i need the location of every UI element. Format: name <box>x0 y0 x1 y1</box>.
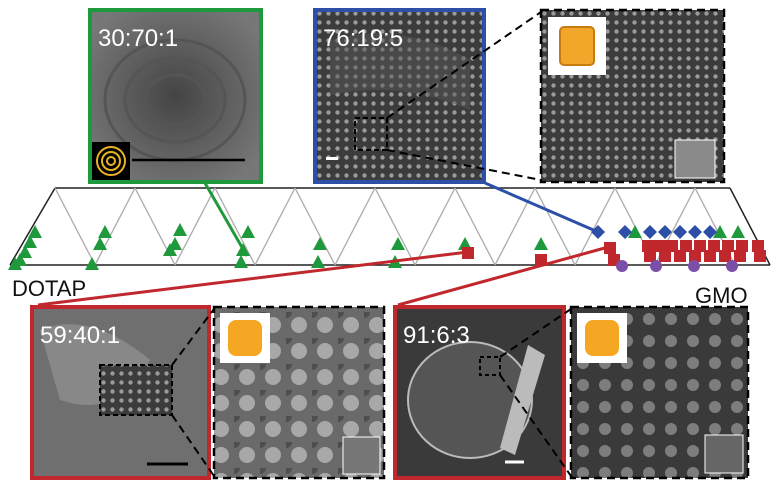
grid-line <box>495 188 535 265</box>
panel <box>541 10 724 182</box>
marker-triangle <box>234 255 248 268</box>
marker-square <box>719 250 731 262</box>
marker-triangle <box>311 255 325 268</box>
connector <box>398 246 612 305</box>
left-edge <box>10 188 55 265</box>
grid-line <box>295 188 335 265</box>
marker-square <box>674 250 686 262</box>
connector <box>485 183 598 232</box>
marker-diamond <box>688 225 702 239</box>
marker-square <box>659 250 671 262</box>
marker-square <box>704 250 716 262</box>
panel-label: 59:40:1 <box>40 322 120 349</box>
panel: 59:40:1 <box>32 307 209 478</box>
grid-lines <box>55 188 735 265</box>
panel-label: 76:19:5 <box>323 25 403 52</box>
grid-line <box>375 188 415 265</box>
marker-diamond <box>643 225 657 239</box>
panel: 76:19:5 <box>315 10 484 182</box>
panel: 91:6:3 <box>395 307 564 478</box>
marker-triangle <box>534 237 548 250</box>
grid-line <box>215 188 255 265</box>
marker-square <box>644 250 656 262</box>
marker-triangle <box>173 223 187 236</box>
connector <box>205 183 247 256</box>
marker-circle <box>616 260 628 272</box>
figure: DOTAP GMO 30:70:1 76:19:5 <box>0 0 778 481</box>
grid-line <box>335 188 375 265</box>
marker-square <box>734 250 746 262</box>
axis-left-label: DOTAP <box>12 276 86 301</box>
marker-triangle <box>98 225 112 238</box>
panel-label: 30:70:1 <box>98 25 178 52</box>
marker-circle <box>726 260 738 272</box>
grid-line <box>55 188 95 265</box>
marker-triangle <box>391 237 405 250</box>
marker-circle <box>688 260 700 272</box>
marker-triangle <box>313 237 327 250</box>
panel-label: 91:6:3 <box>403 322 470 349</box>
marker-circle <box>650 260 662 272</box>
marker-triangle <box>241 225 255 238</box>
connectors <box>38 183 612 305</box>
grid-line <box>535 188 575 265</box>
marker-triangle <box>731 225 745 238</box>
grid-line <box>255 188 295 265</box>
panel: 30:70:1 <box>90 10 261 182</box>
marker-triangle <box>85 257 99 270</box>
marker-square <box>754 250 766 262</box>
axis-right-label: GMO <box>695 283 748 308</box>
marker-triangle <box>93 237 107 250</box>
panel <box>571 307 748 478</box>
panel <box>214 307 384 478</box>
grid-line <box>95 188 135 265</box>
